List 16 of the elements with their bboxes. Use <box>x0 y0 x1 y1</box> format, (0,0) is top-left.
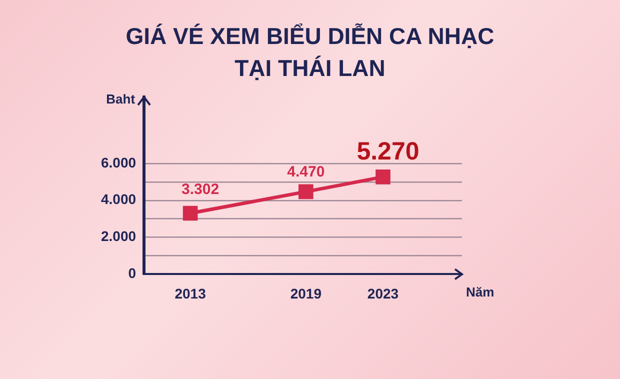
y-tick-label: 0 <box>128 265 136 282</box>
x-tick-label: 2013 <box>174 285 206 302</box>
data-label: 3.302 <box>182 180 220 198</box>
y-tick-label: 6.000 <box>100 154 136 170</box>
point <box>182 206 198 221</box>
y-tick-label: 4.000 <box>100 191 136 208</box>
data-label: 5.270 <box>356 137 420 166</box>
x-axis-title: Năm <box>466 284 494 300</box>
y-axis-title: Baht <box>106 92 136 107</box>
x-tick-label: 2023 <box>367 285 399 302</box>
point <box>298 184 314 200</box>
data-label: 4.470 <box>287 163 325 180</box>
point <box>376 170 390 184</box>
x-tick-label: 2019 <box>290 285 322 302</box>
y-tick-label: 2.000 <box>100 228 136 244</box>
chart-title: GIÁ VÉ XEM BIỂU DIỄN CA NHẠC TẠI THÁI LAN <box>124 22 496 83</box>
